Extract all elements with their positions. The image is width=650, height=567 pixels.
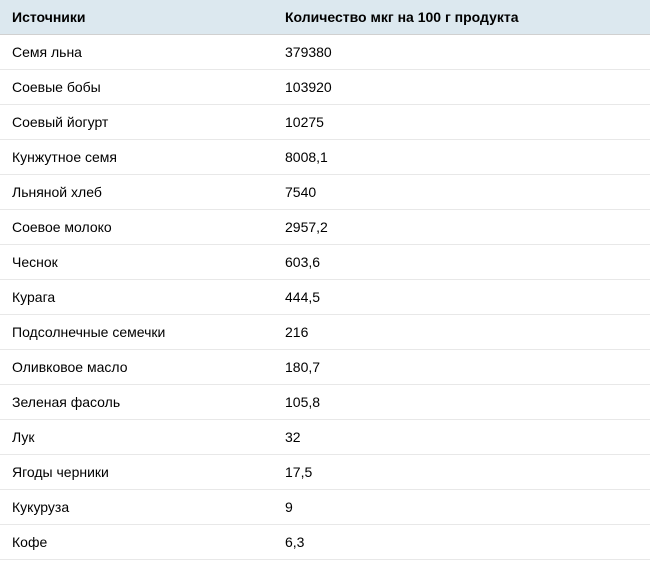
cell-amount: 32 bbox=[273, 420, 650, 455]
cell-source: Соевое молоко bbox=[0, 210, 273, 245]
cell-amount: 103920 bbox=[273, 70, 650, 105]
cell-source: Кукуруза bbox=[0, 490, 273, 525]
table-row: Подсолнечные семечки 216 bbox=[0, 315, 650, 350]
table-row: Семя льна 379380 bbox=[0, 35, 650, 70]
cell-source: Оливковое масло bbox=[0, 350, 273, 385]
table-row: Курага 444,5 bbox=[0, 280, 650, 315]
cell-amount: 603,6 bbox=[273, 245, 650, 280]
cell-amount: 2957,2 bbox=[273, 210, 650, 245]
cell-source: Курага bbox=[0, 280, 273, 315]
cell-amount: 216 bbox=[273, 315, 650, 350]
cell-source: Семя льна bbox=[0, 35, 273, 70]
cell-source: Зеленая фасоль bbox=[0, 385, 273, 420]
cell-source: Соевые бобы bbox=[0, 70, 273, 105]
table-row: Чеснок 603,6 bbox=[0, 245, 650, 280]
table-row: Льняной хлеб 7540 bbox=[0, 175, 650, 210]
cell-amount: 105,8 bbox=[273, 385, 650, 420]
cell-amount: 17,5 bbox=[273, 455, 650, 490]
cell-amount: 9 bbox=[273, 490, 650, 525]
cell-source: Льняной хлеб bbox=[0, 175, 273, 210]
cell-amount: 379380 bbox=[273, 35, 650, 70]
cell-amount: 8008,1 bbox=[273, 140, 650, 175]
header-amount: Количество мкг на 100 г продукта bbox=[273, 0, 650, 35]
cell-source: Подсолнечные семечки bbox=[0, 315, 273, 350]
cell-source: Кофе bbox=[0, 525, 273, 560]
table-row: Соевое молоко 2957,2 bbox=[0, 210, 650, 245]
table-row: Кунжутное семя 8008,1 bbox=[0, 140, 650, 175]
table-row: Оливковое масло 180,7 bbox=[0, 350, 650, 385]
cell-amount: 6,3 bbox=[273, 525, 650, 560]
table-row: Кофе 6,3 bbox=[0, 525, 650, 560]
table-row: Лук 32 bbox=[0, 420, 650, 455]
cell-source: Лук bbox=[0, 420, 273, 455]
cell-amount: 180,7 bbox=[273, 350, 650, 385]
table-row: Соевый йогурт 10275 bbox=[0, 105, 650, 140]
cell-source: Соевый йогурт bbox=[0, 105, 273, 140]
cell-source: Ягоды черники bbox=[0, 455, 273, 490]
table-row: Соевые бобы 103920 bbox=[0, 70, 650, 105]
cell-amount: 10275 bbox=[273, 105, 650, 140]
table-row: Зеленая фасоль 105,8 bbox=[0, 385, 650, 420]
table-body: Семя льна 379380 Соевые бобы 103920 Соев… bbox=[0, 35, 650, 560]
cell-amount: 444,5 bbox=[273, 280, 650, 315]
cell-amount: 7540 bbox=[273, 175, 650, 210]
table-row: Кукуруза 9 bbox=[0, 490, 650, 525]
table-row: Ягоды черники 17,5 bbox=[0, 455, 650, 490]
cell-source: Чеснок bbox=[0, 245, 273, 280]
nutrition-table: Источники Количество мкг на 100 г продук… bbox=[0, 0, 650, 560]
cell-source: Кунжутное семя bbox=[0, 140, 273, 175]
header-source: Источники bbox=[0, 0, 273, 35]
table-header-row: Источники Количество мкг на 100 г продук… bbox=[0, 0, 650, 35]
